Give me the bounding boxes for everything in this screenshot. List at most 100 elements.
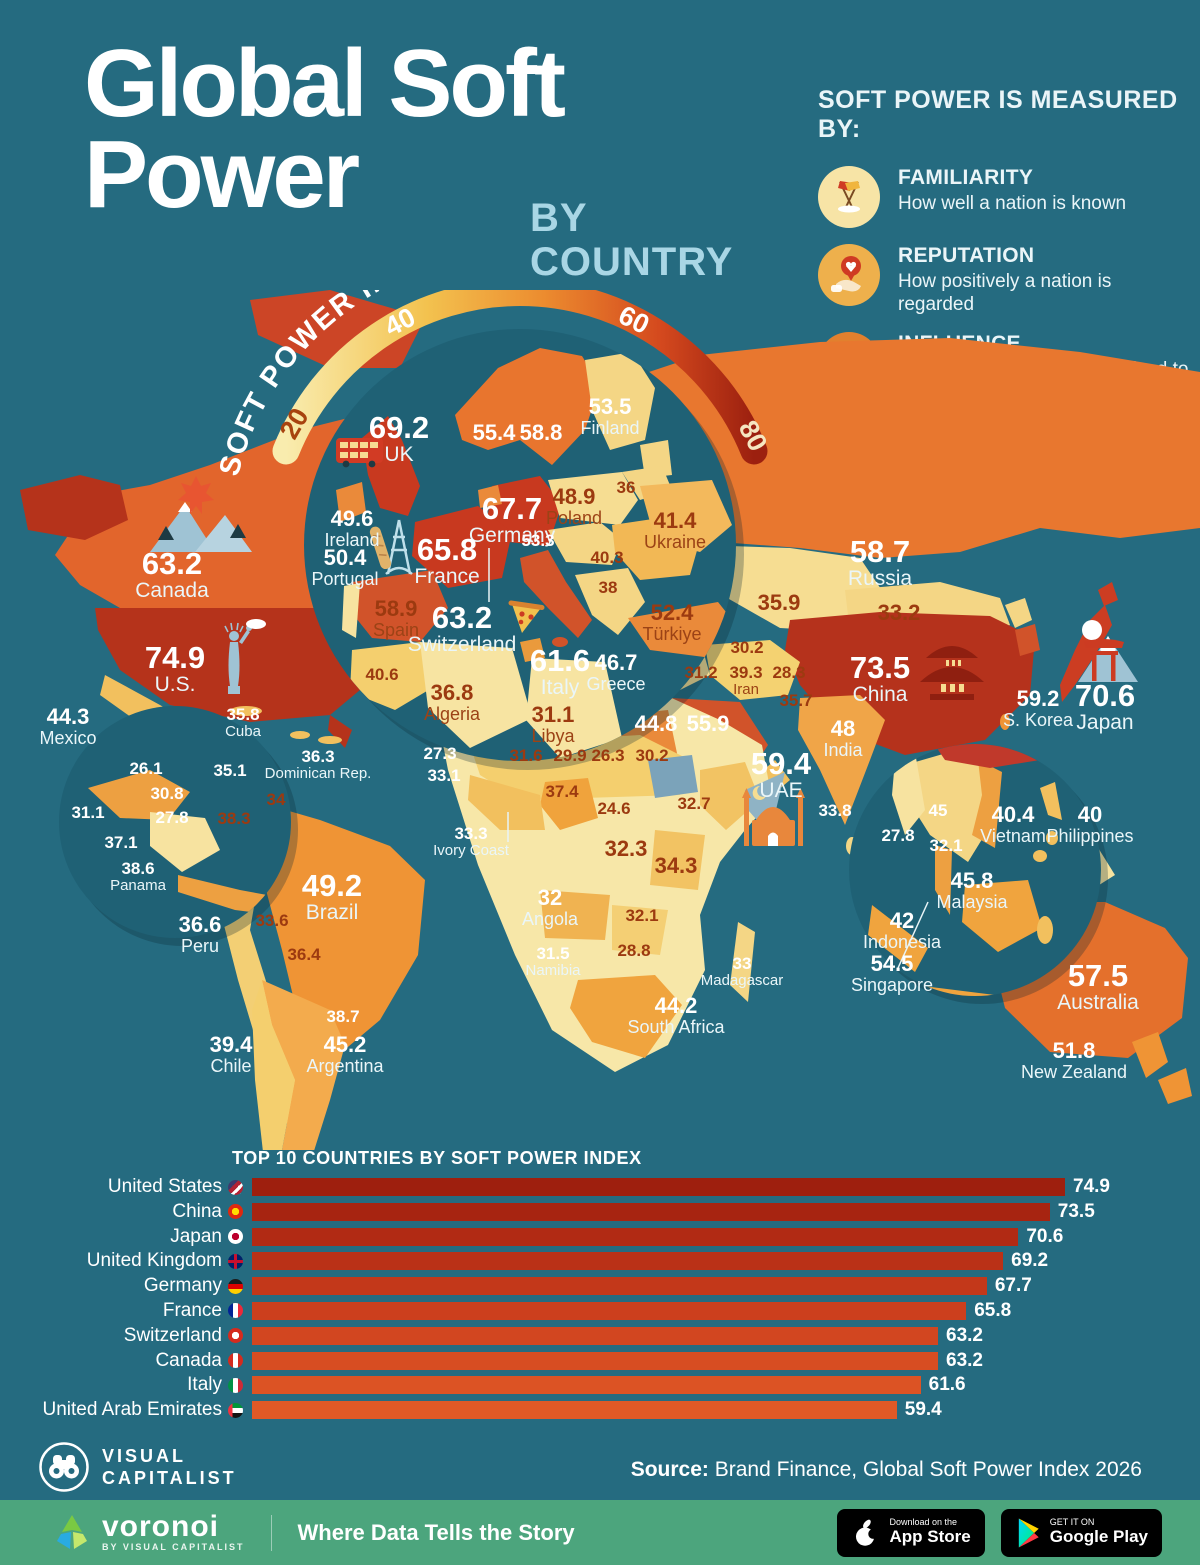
bar <box>252 1227 1019 1246</box>
bar-value: 59.4 <box>904 1399 942 1421</box>
map-label-brazil: 49.2 Brazil <box>302 870 362 923</box>
map-value: 58.9 <box>374 596 418 621</box>
flag-icon <box>228 1328 243 1344</box>
baguette-icon <box>369 526 392 570</box>
map-value: 40 <box>1077 802 1103 827</box>
map-country-name: Panama <box>110 877 166 894</box>
bar <box>252 1277 987 1296</box>
bar-country-label: Switzerland <box>123 1324 222 1346</box>
visual-capitalist-logo: VISUAL CAPITALIST <box>38 1441 237 1493</box>
map-label-finland: 53.5 Finland <box>580 394 639 438</box>
map-label: 32.7 <box>677 795 710 812</box>
map-country-name: Ireland <box>324 530 380 550</box>
bar <box>252 1178 1065 1196</box>
world-map-svg: SOFT POWER INDEX 2026 20 40 60 80 <box>20 290 1200 1150</box>
map-label-libya: 31.1 Libya <box>531 702 575 746</box>
flag-icon <box>228 1204 243 1220</box>
map-value: 53.5 <box>588 394 632 419</box>
map-label-switzerland: 63.2 Switzerland <box>408 602 517 655</box>
map-label: 58.8 <box>520 422 563 444</box>
map-value: 33.1 <box>427 766 461 785</box>
bar-value: 74.9 <box>1073 1176 1110 1197</box>
page-title: Global Soft Power <box>84 30 566 222</box>
bar-value: 70.6 <box>1026 1225 1064 1247</box>
title-line-1: Global Soft <box>84 30 566 137</box>
map-value: 41.4 <box>653 508 697 533</box>
map-label: 31.2 <box>684 664 717 681</box>
map-value: 30.2 <box>635 746 669 765</box>
map-value: 36.3 <box>301 747 335 766</box>
map-value: 69.2 <box>368 410 430 445</box>
map-label-chile: 39.4 Chile <box>210 1034 253 1076</box>
map-value: 39.3 <box>729 663 763 682</box>
map-value: 31.1 <box>531 702 575 727</box>
bar-row-france: France 65.8 <box>0 1300 1200 1321</box>
map-value: 28.3 <box>772 663 806 682</box>
divider <box>270 1514 272 1551</box>
map-country-name: UK <box>384 443 414 466</box>
map-country-name: Italy <box>540 676 580 699</box>
map-value: 31.5 <box>536 944 570 963</box>
china-pagoda-icon <box>920 646 984 700</box>
source-label: Source: <box>630 1458 709 1481</box>
bar <box>252 1252 1004 1271</box>
flag-icon <box>228 1303 243 1319</box>
map-value: 38 <box>598 578 618 597</box>
map-value: 34.3 <box>654 853 698 878</box>
map-value: 44.3 <box>46 704 90 729</box>
map-label-poland: 48.9 Poland <box>546 486 602 528</box>
brand-name: VISUAL CAPITALIST <box>102 1445 237 1489</box>
map-country-name: Türkiye <box>642 624 702 644</box>
map-country-name: Russia <box>847 567 913 590</box>
legend-desc: How positively a nation is regarded <box>898 270 1112 315</box>
legend-desc: How well a nation is known <box>898 192 1127 214</box>
map-label: 37.4 <box>545 783 578 800</box>
uae-mosque-icon <box>742 785 805 846</box>
map-country-name: Brazil <box>305 901 359 924</box>
map-label-panama: 38.6 Panama <box>110 860 166 893</box>
map-value: 38.6 <box>121 859 155 878</box>
map-value: 38.3 <box>217 809 251 828</box>
bar-country-label: Germany <box>143 1275 222 1297</box>
map-value: 45 <box>928 801 948 820</box>
map-label-mexico: 44.3 Mexico <box>39 704 96 748</box>
bar-value: 61.6 <box>928 1374 966 1396</box>
map-label: 37.1 <box>104 834 137 851</box>
map-value: 35.8 <box>226 705 260 724</box>
map-value: 46.7 <box>594 650 638 675</box>
map-value: 48 <box>830 716 856 741</box>
map-value: 55.4 <box>472 420 516 445</box>
map-label: 44.8 <box>635 713 678 735</box>
map-value: 33.3 <box>454 824 488 843</box>
map-country-name: Libya <box>531 726 575 746</box>
flag-icon <box>228 1253 243 1269</box>
map-value: 67.7 <box>481 491 543 526</box>
europe-inset <box>304 329 744 842</box>
map-label: 28.3 <box>772 664 805 681</box>
world-map: SOFT POWER INDEX 2026 20 40 60 80 69.2UK… <box>0 290 1200 1150</box>
map-label: 55.4 <box>473 422 516 444</box>
map-value: 52.4 <box>650 600 694 625</box>
bar-row-canada: Canada 63.2 <box>0 1350 1200 1371</box>
bar-row-japan: Japan 70.6 <box>0 1225 1200 1247</box>
tagline: Where Data Tells the Story <box>297 1519 575 1545</box>
map-label: 30.8 <box>150 785 183 802</box>
map-country-name: Australia <box>1057 991 1139 1014</box>
map-label: 34.3 <box>655 855 698 877</box>
map-country-name: Greece <box>586 674 646 694</box>
singapore-pointer-line <box>897 901 929 969</box>
map-value: 42 <box>889 908 915 933</box>
voronoi-name: voronoi <box>102 1510 219 1543</box>
map-label: 24.6 <box>597 800 630 817</box>
map-label-cuba: 35.8 Cuba <box>225 706 261 739</box>
map-label: 32.3 <box>605 838 648 860</box>
google-play-badge[interactable]: GET IT ON Google Play <box>1000 1508 1162 1557</box>
map-label: 33.1 <box>427 767 460 784</box>
map-value: 44.8 <box>634 711 678 736</box>
bar-country-label: United Kingdom <box>86 1250 222 1272</box>
bar <box>252 1401 897 1420</box>
map-label-dominican-rep-: 36.3 Dominican Rep. <box>265 748 372 781</box>
bar-row-united-states: United States 74.9 <box>0 1176 1200 1197</box>
app-store-badge[interactable]: Download on the App Store <box>836 1508 985 1557</box>
